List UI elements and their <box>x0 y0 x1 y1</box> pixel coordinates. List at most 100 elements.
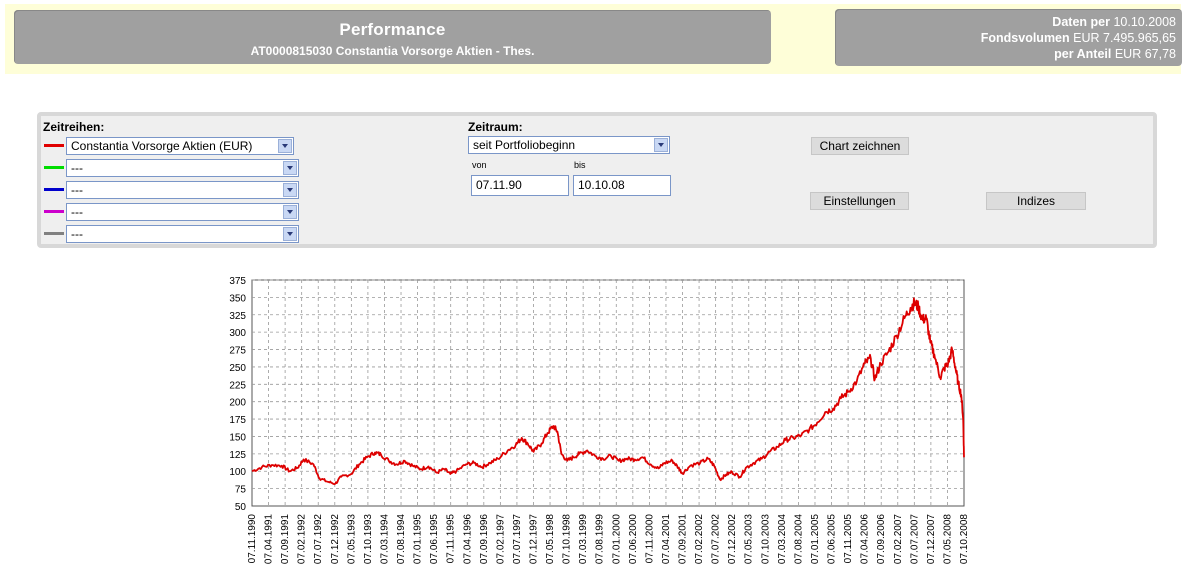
series-1-select[interactable]: Constantia Vorsorge Aktien (EUR) <box>66 137 294 155</box>
x-tick-label: 07.09.2001 <box>678 514 689 564</box>
x-tick-label: 07.12.1992 <box>330 514 341 564</box>
series-2-select[interactable]: --- <box>66 159 299 177</box>
y-tick-label: 250 <box>229 363 246 374</box>
series-5-value: --- <box>71 227 83 241</box>
series-3-select[interactable]: --- <box>66 181 299 199</box>
y-tick-label: 375 <box>229 276 246 287</box>
x-tick-label: 07.12.2007 <box>926 514 937 564</box>
von-date-input[interactable]: 07.11.90 <box>471 175 569 196</box>
x-tick-label: 07.02.2002 <box>694 514 705 564</box>
y-tick-label: 100 <box>229 467 246 478</box>
chevron-down-icon[interactable] <box>283 205 297 219</box>
anteil-label: per Anteil <box>1054 47 1112 61</box>
x-tick-label: 07.05.2003 <box>744 514 755 564</box>
x-tick-label: 07.07.2002 <box>711 514 722 564</box>
zeitreihen-label: Zeitreihen: <box>43 120 105 134</box>
x-tick-label: 07.02.1997 <box>495 514 506 564</box>
x-tick-label: 07.03.2004 <box>777 514 788 564</box>
daten-label: Daten per <box>1052 15 1110 29</box>
y-tick-label: 125 <box>229 450 246 461</box>
series-1-color-swatch <box>44 144 64 147</box>
title-panel: Performance AT0000815030 Constantia Vors… <box>14 10 771 64</box>
x-tick-label: 07.08.1994 <box>396 514 407 564</box>
x-tick-label: 07.02.1992 <box>297 514 308 564</box>
fund-subtitle: AT0000815030 Constantia Vorsorge Aktien … <box>250 44 535 58</box>
series-3-color-swatch <box>44 188 64 191</box>
x-tick-label: 07.05.1993 <box>346 514 357 564</box>
y-tick-label: 275 <box>229 346 246 357</box>
x-tick-label: 07.04.1991 <box>264 514 275 564</box>
x-tick-label: 07.08.2004 <box>793 514 804 564</box>
x-tick-label: 07.10.2003 <box>760 514 771 564</box>
x-tick-label: 07.03.1994 <box>379 514 390 564</box>
x-tick-label: 07.08.1999 <box>595 514 606 564</box>
y-tick-label: 175 <box>229 415 246 426</box>
x-tick-label: 07.11.1990 <box>247 514 258 564</box>
y-tick-label: 75 <box>235 485 247 496</box>
anteil-value: EUR 67,78 <box>1114 47 1176 61</box>
series-4-value: --- <box>71 205 83 219</box>
x-tick-label: 07.06.2005 <box>827 514 838 564</box>
zeitraum-value: seit Portfoliobeginn <box>473 138 576 152</box>
x-tick-label: 07.11.2005 <box>843 514 854 564</box>
y-tick-label: 350 <box>229 293 246 304</box>
x-tick-label: 07.05.2008 <box>942 514 953 564</box>
series-1-value: Constantia Vorsorge Aktien (EUR) <box>71 139 253 153</box>
daten-value: 10.10.2008 <box>1113 15 1176 29</box>
x-tick-label: 07.01.2005 <box>810 514 821 564</box>
x-tick-label: 07.10.2008 <box>959 514 970 564</box>
x-tick-label: 07.04.2001 <box>661 514 672 564</box>
x-tick-label: 07.10.1993 <box>363 514 374 564</box>
x-tick-label: 07.06.2000 <box>628 514 639 564</box>
x-tick-label: 07.12.2002 <box>727 514 738 564</box>
x-tick-label: 07.11.1995 <box>446 514 457 564</box>
x-tick-label: 07.09.1996 <box>479 514 490 564</box>
y-tick-label: 325 <box>229 311 246 322</box>
fondsvolumen-value: EUR 7.495.965,65 <box>1073 31 1176 45</box>
chevron-down-icon[interactable] <box>283 183 297 197</box>
indizes-button[interactable]: Indizes <box>986 192 1086 210</box>
von-label: von <box>472 160 487 170</box>
x-tick-label: 07.09.2006 <box>876 514 887 564</box>
y-tick-label: 225 <box>229 380 246 391</box>
zeitraum-select[interactable]: seit Portfoliobeginn <box>468 136 670 154</box>
plot-frame <box>251 279 965 507</box>
x-tick-label: 07.02.2007 <box>893 514 904 564</box>
series-4-select[interactable]: --- <box>66 203 299 221</box>
fondsvolumen-label: Fondsvolumen <box>980 31 1070 45</box>
x-tick-label: 07.09.1991 <box>280 514 291 564</box>
einstellungen-button[interactable]: Einstellungen <box>810 192 909 210</box>
x-tick-label: 07.03.1999 <box>578 514 589 564</box>
y-tick-label: 50 <box>235 502 247 513</box>
y-tick-label: 150 <box>229 432 246 443</box>
chevron-down-icon[interactable] <box>283 227 297 241</box>
x-tick-label: 07.04.1996 <box>462 514 473 564</box>
x-tick-label: 07.07.2007 <box>909 514 920 564</box>
x-tick-label: 07.10.1998 <box>562 514 573 564</box>
chart-zeichnen-button[interactable]: Chart zeichnen <box>811 137 909 155</box>
fund-info-panel: Daten per 10.10.2008 Fondsvolumen EUR 7.… <box>835 9 1182 66</box>
x-tick-label: 07.04.2006 <box>860 514 871 564</box>
x-tick-label: 07.05.1998 <box>545 514 556 564</box>
x-tick-label: 07.07.1992 <box>313 514 324 564</box>
zeitraum-label: Zeitraum: <box>468 120 523 134</box>
x-tick-label: 07.01.1995 <box>413 514 424 564</box>
chevron-down-icon[interactable] <box>283 161 297 175</box>
x-tick-label: 07.06.1995 <box>429 514 440 564</box>
chevron-down-icon[interactable] <box>654 138 668 152</box>
series-line <box>251 297 965 486</box>
bis-date-input[interactable]: 10.10.08 <box>573 175 671 196</box>
y-tick-label: 300 <box>229 328 246 339</box>
x-tick-label: 07.12.1997 <box>528 514 539 564</box>
chevron-down-icon[interactable] <box>278 139 292 153</box>
series-4-color-swatch <box>44 210 64 213</box>
series-5-select[interactable]: --- <box>66 225 299 243</box>
page-title: Performance <box>339 20 446 39</box>
y-tick-label: 200 <box>229 398 246 409</box>
x-tick-label: 07.11.2000 <box>644 514 655 564</box>
series-2-color-swatch <box>44 166 64 169</box>
series-3-value: --- <box>71 183 83 197</box>
series-2-value: --- <box>71 161 83 175</box>
series-5-color-swatch <box>44 232 64 235</box>
